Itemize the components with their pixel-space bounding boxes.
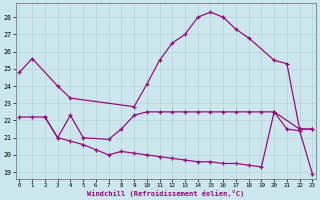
X-axis label: Windchill (Refroidissement éolien,°C): Windchill (Refroidissement éolien,°C) — [87, 190, 244, 197]
